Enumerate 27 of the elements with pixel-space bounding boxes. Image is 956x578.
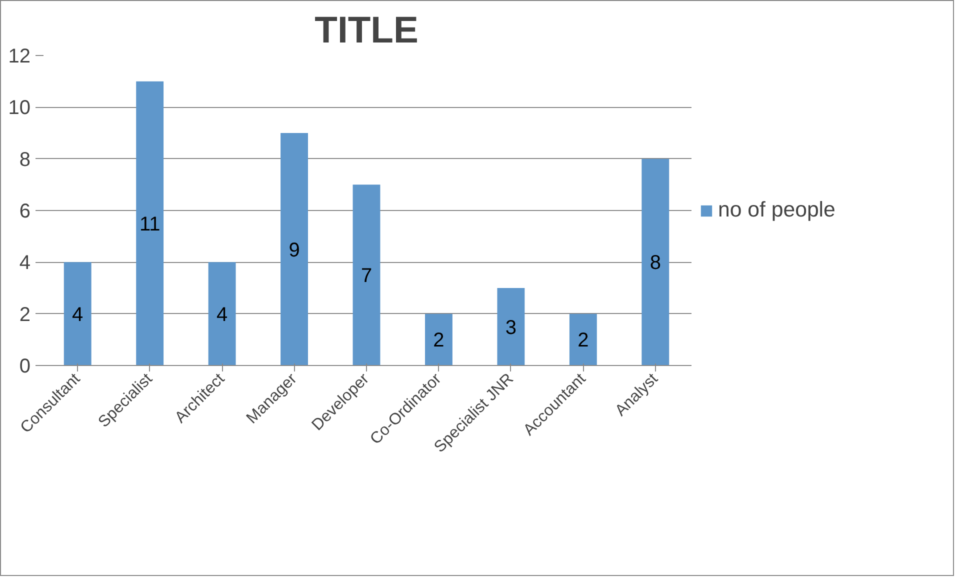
bar xyxy=(208,262,236,366)
y-tick-label: 2 xyxy=(19,304,30,326)
data-label: 4 xyxy=(216,304,228,326)
bar xyxy=(569,314,597,366)
bar xyxy=(352,184,380,366)
data-label: 2 xyxy=(578,330,589,352)
data-label: 4 xyxy=(72,304,84,326)
bar xyxy=(64,262,92,366)
data-label: 11 xyxy=(139,213,160,236)
bar xyxy=(425,314,452,366)
bar xyxy=(642,158,670,366)
y-tick-label: 12 xyxy=(8,46,31,68)
bar xyxy=(136,81,164,366)
data-label: 8 xyxy=(650,252,661,274)
data-label: 3 xyxy=(505,316,517,339)
y-tick-label: 4 xyxy=(19,252,30,274)
bar xyxy=(280,133,308,366)
data-label: 7 xyxy=(360,265,372,288)
chart-title: TITLE xyxy=(314,8,418,50)
y-tick-label: 10 xyxy=(8,97,31,120)
bar xyxy=(497,288,525,366)
data-label: 2 xyxy=(433,330,444,352)
y-tick-label: 8 xyxy=(19,148,30,171)
data-label: 9 xyxy=(288,239,300,262)
legend-label: no of people xyxy=(718,198,836,222)
y-tick-label: 6 xyxy=(19,200,30,222)
y-tick-label: 0 xyxy=(19,356,30,378)
